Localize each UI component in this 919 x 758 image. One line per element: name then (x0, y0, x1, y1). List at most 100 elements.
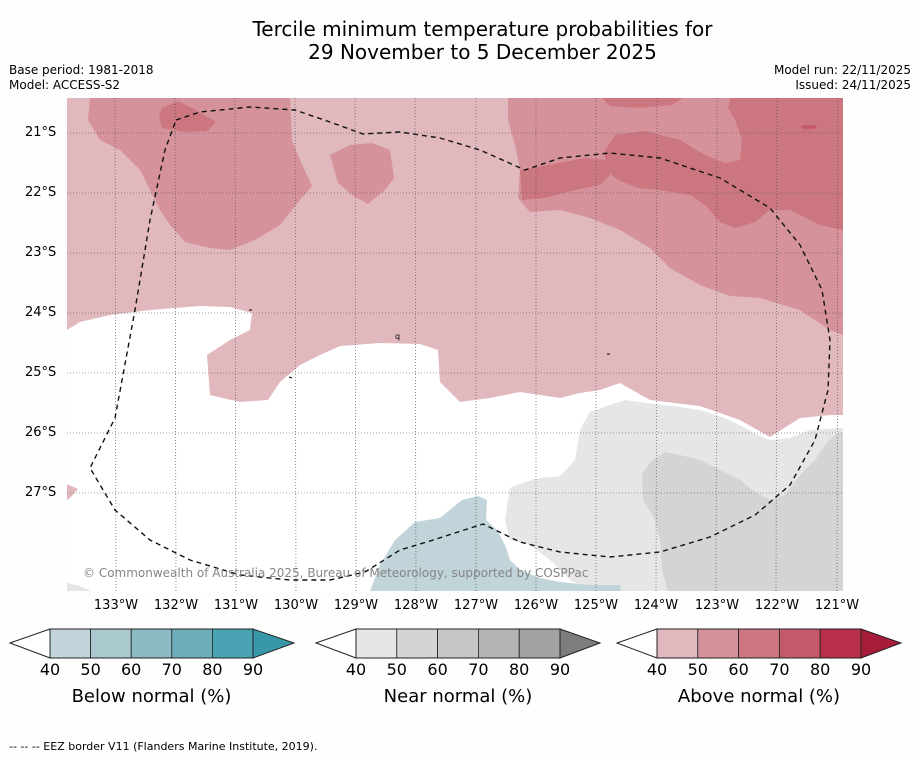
colorbar-above-title: Above normal (%) (677, 686, 841, 707)
lat-label-21: 21°S (25, 125, 57, 140)
lon-gridline-129 (354, 98, 357, 591)
below-40-region (370, 496, 621, 591)
lon-gridline-124 (655, 98, 658, 591)
colorbar-near-swatch (437, 628, 479, 659)
colorbar-above-swatch (819, 628, 862, 659)
colorbar-near-tick: 70 (468, 660, 489, 679)
title-line-2: 29 November to 5 December 2025 (308, 40, 657, 64)
colorbar-near (314, 628, 602, 659)
colorbar-below-tick: 90 (242, 660, 264, 679)
colorbar-above-swatch (697, 628, 739, 659)
above-60-region-strip (520, 158, 610, 200)
colorbar-near-tick: 40 (345, 660, 367, 679)
colorbar-below-extend-high (252, 628, 296, 659)
eez-border (89, 106, 831, 581)
colorbar-below-tick: 50 (80, 660, 101, 679)
colorbar-near-frame (355, 628, 561, 659)
colorbar-near-extend-low (314, 628, 357, 659)
lat-label-26: 26°S (25, 425, 57, 440)
colorbar-above-frame (656, 628, 862, 659)
colorbar-below-swatch (130, 628, 173, 659)
colorbar-below-swatch (49, 628, 91, 659)
colorbar-near-title: Near normal (%) (383, 686, 533, 707)
colorbar-below-swatch (171, 628, 213, 659)
meta-left: Base period: 1981-2018 Model: ACCESS-S2 (9, 63, 154, 93)
lon-gridline-130 (294, 98, 297, 591)
near-50-region (642, 432, 843, 591)
island-mark-2 (288, 376, 293, 379)
lon-label-127: 127°W (453, 598, 499, 613)
colorbar-below-title: Below normal (%) (71, 686, 232, 707)
colorbar-below-frame (49, 628, 254, 659)
colorbar-below-tick: 70 (161, 660, 182, 679)
colorbar-above-swatch (738, 628, 780, 659)
model-name: Model: ACCESS-S2 (9, 78, 121, 92)
colorbar-above-tick: 90 (850, 660, 872, 679)
lat-label-27: 27°S (25, 485, 57, 500)
eez-legend: -- -- -- EEZ border V11 (Flanders Marine… (9, 740, 318, 753)
colorbar-below-tick: 80 (202, 660, 223, 679)
lon-gridline-133 (114, 98, 117, 591)
colorbar-near-swatch (355, 628, 398, 659)
lat-label-22: 22°S (25, 185, 57, 200)
colorbar-above-extend-high (860, 628, 903, 659)
colorbar-above-tick: 80 (810, 660, 831, 679)
lat-label-24: 24°S (25, 305, 57, 320)
graticule (67, 98, 843, 591)
above-70-speck (801, 125, 817, 129)
colorbar-above-tick: 60 (728, 660, 749, 679)
colorbar-above-tick: 40 (646, 660, 668, 679)
colorbar-below-extend-low (8, 628, 51, 659)
lon-gridline-122 (775, 98, 778, 591)
above-50-region-west (88, 98, 312, 250)
colorbar-near-tick: 90 (549, 660, 571, 679)
lon-gridline-132 (174, 98, 177, 591)
lon-gridline-128 (414, 98, 417, 591)
above-60-region-east (605, 98, 843, 230)
above-50-region-island (330, 143, 394, 204)
lon-label-128: 128°W (393, 598, 439, 613)
lon-label-133: 133°W (93, 598, 139, 613)
lat-label-25: 25°S (25, 365, 57, 380)
lat-label-23: 23°S (25, 245, 57, 260)
colorbar-above-extend-low (615, 628, 658, 659)
colorbar-near-tick: 80 (509, 660, 530, 679)
lon-label-132: 132°W (153, 598, 199, 613)
model-run: Model run: 22/11/2025 (773, 63, 911, 77)
lon-label-121: 121°W (814, 598, 860, 613)
colorbar-near-tick: 60 (427, 660, 448, 679)
chart-title: Tercile minimum temperature probabilitie… (0, 18, 919, 64)
lon-label-125: 125°W (573, 598, 619, 613)
colorbar-above-tick: 50 (687, 660, 708, 679)
map-area: q © Commonwealth of Australia 2025, Bure… (67, 98, 843, 591)
colorbar-below-tick: 40 (39, 660, 61, 679)
issued-date: Issued: 24/11/2025 (795, 78, 911, 92)
lon-label-124: 124°W (633, 598, 679, 613)
copyright-text: © Commonwealth of Australia 2025, Bureau… (83, 566, 588, 580)
colorbar-below-tick: 60 (121, 660, 142, 679)
colorbar-above-tick: 70 (769, 660, 790, 679)
colorbar-near-swatch (477, 628, 520, 659)
island-marker: q (395, 332, 400, 341)
lon-gridline-123 (715, 98, 718, 591)
near-40-region-corner (67, 583, 92, 591)
colorbar-near-swatch (518, 628, 561, 659)
lon-label-123: 123°W (694, 598, 740, 613)
lon-gridline-121 (836, 98, 839, 591)
colorbar-above-swatch (779, 628, 821, 659)
colorbar-below-swatch (211, 628, 254, 659)
meta-right: Model run: 22/11/2025 Issued: 24/11/2025 (774, 63, 911, 93)
lon-label-129: 129°W (333, 598, 379, 613)
colorbar-above (615, 628, 903, 659)
colorbar-near-tick: 50 (386, 660, 407, 679)
lon-label-131: 131°W (213, 598, 259, 613)
colorbar-below-swatch (90, 628, 132, 659)
title-line-1: Tercile minimum temperature probabilitie… (252, 17, 713, 41)
lon-label-130: 130°W (273, 598, 319, 613)
above-60-region-top (602, 98, 683, 108)
base-period: Base period: 1981-2018 (9, 63, 154, 77)
colorbar-below (8, 628, 296, 659)
above-40-region-small (67, 484, 78, 500)
colorbar-near-swatch (396, 628, 438, 659)
